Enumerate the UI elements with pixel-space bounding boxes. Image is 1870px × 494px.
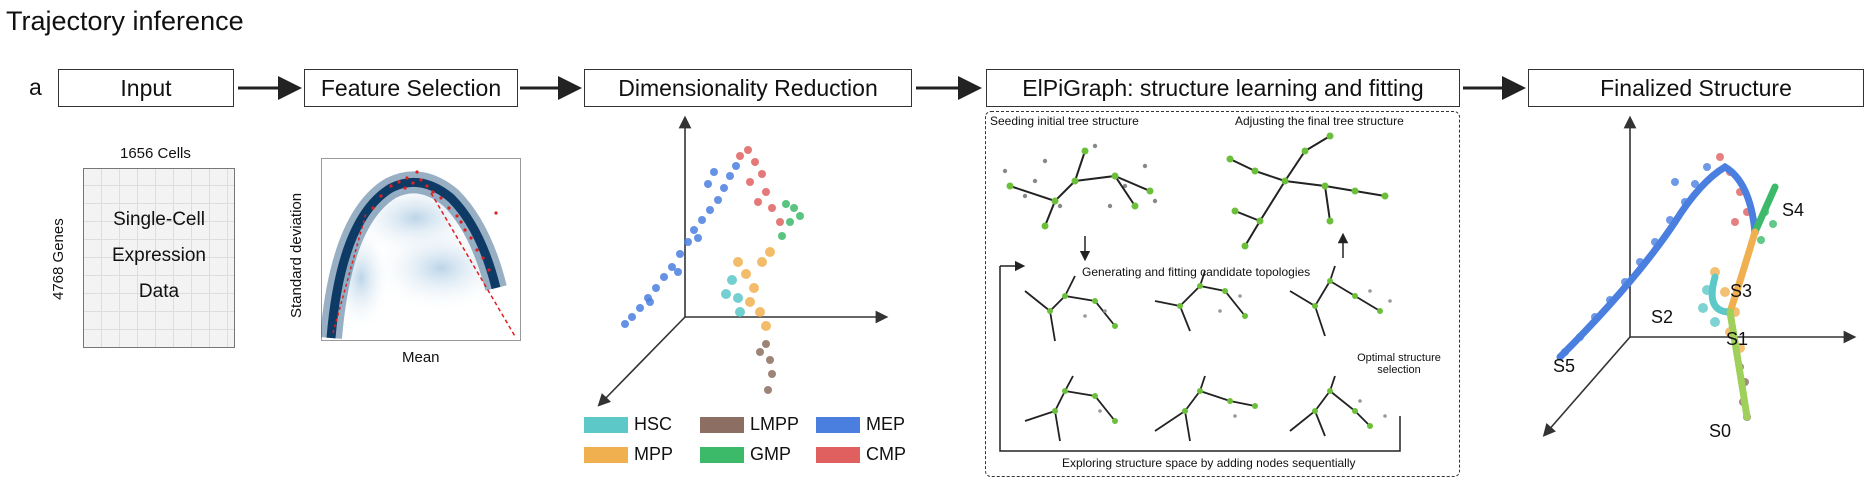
legend-swatch-hsc: [584, 417, 628, 433]
branch-label-s5: S5: [1553, 356, 1576, 376]
branch-label-s3: S3: [1730, 281, 1753, 301]
panel-letter: a: [29, 74, 42, 100]
legend-label-mpp: MPP: [634, 444, 674, 464]
feature-xlabel: Mean: [402, 349, 440, 366]
explore-label: Exploring structure space by adding node…: [1062, 456, 1356, 470]
branch-s0: [1726, 308, 1751, 421]
feature-selection-plot: [321, 158, 521, 341]
legend-label-hsc: HSC: [634, 414, 673, 434]
seed-label: Seeding initial tree structure: [990, 114, 1139, 128]
legend-label-lmpp: LMPP: [750, 414, 800, 434]
branch-s5: [1556, 162, 1759, 361]
generate-label: Generating and fitting candidate topolog…: [1082, 265, 1311, 279]
candidate-topologies: [1024, 265, 1381, 442]
step-elpigraph-box: ElPiGraph: structure learning and fittin…: [986, 69, 1460, 107]
optimal-label: Optimal structure selection: [1354, 352, 1444, 376]
scatter-points: [621, 146, 804, 394]
cells-label: 1656 Cells: [120, 145, 191, 162]
legend-swatch-lmpp: [700, 417, 744, 433]
dimensionality-reduction-plot: [597, 115, 889, 407]
finalized-structure-plot: [1542, 115, 1857, 437]
feature-ylabel: Standard deviation: [288, 192, 305, 318]
legend-swatch-mpp: [584, 447, 628, 463]
legend-swatch-cmp: [816, 447, 860, 463]
step-input-box: Input: [58, 69, 234, 107]
matrix-line-2: Expression: [112, 245, 206, 266]
branch-s4: [1751, 183, 1779, 236]
expression-matrix: Single-Cell Expression Data: [83, 168, 235, 348]
step-finalized-structure-box: Finalized Structure: [1528, 69, 1864, 107]
adjusted-tree: [1226, 132, 1389, 250]
optimal-label-line-1: Optimal structure: [1357, 352, 1441, 364]
legend-swatch-gmp: [700, 447, 744, 463]
legend-label-mep: MEP: [866, 414, 906, 434]
elpigraph-panel: [985, 111, 1460, 477]
elpigraph-trees: [999, 132, 1401, 452]
figure-title: Trajectory inference: [6, 6, 244, 36]
optimal-label-line-2: selection: [1377, 364, 1421, 376]
seed-tree: [1002, 143, 1158, 230]
legend-label-cmp: CMP: [866, 444, 906, 464]
step-feature-selection-box: Feature Selection: [304, 69, 518, 107]
branch-label-s0: S0: [1709, 421, 1732, 441]
matrix-line-1: Single-Cell: [113, 209, 205, 230]
branch-label-s2: S2: [1651, 307, 1674, 327]
branch-s2: [1708, 273, 1734, 316]
branch-label-s1: S1: [1726, 329, 1749, 349]
matrix-line-3: Data: [138, 281, 180, 302]
cell-type-legend: HSC LMPP MEP MPP GMP CMP: [584, 414, 924, 474]
genes-label: 4768 Genes: [50, 218, 67, 300]
branch-s3: [1726, 228, 1759, 316]
step-dimensionality-reduction-box: Dimensionality Reduction: [584, 69, 912, 107]
highly-variable-genes: [371, 170, 498, 272]
legend-swatch-mep: [816, 417, 860, 433]
branch-label-s4: S4: [1782, 200, 1805, 220]
legend-label-gmp: GMP: [750, 444, 792, 464]
adjust-label: Adjusting the final tree structure: [1235, 114, 1404, 128]
